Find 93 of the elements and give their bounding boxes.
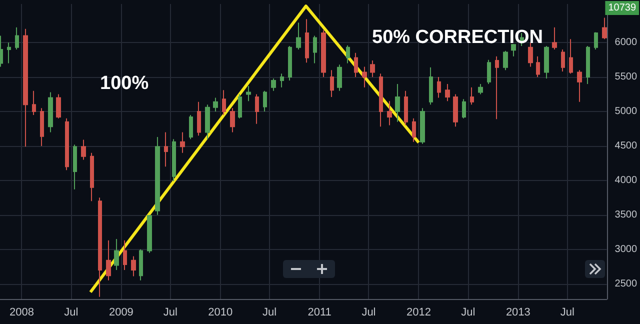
y-tick-label: 6000 bbox=[614, 37, 638, 48]
candlestick bbox=[330, 70, 334, 98]
candlestick bbox=[586, 46, 590, 84]
candlestick bbox=[437, 76, 441, 98]
candlestick bbox=[90, 152, 94, 202]
candlestick bbox=[15, 26, 19, 50]
x-tick-label: Jul bbox=[163, 306, 178, 318]
candlestick bbox=[205, 104, 210, 140]
y-tick-label: 4500 bbox=[614, 140, 638, 152]
candlestick bbox=[197, 101, 201, 136]
candlestick bbox=[7, 42, 11, 64]
y-tick-label: 5500 bbox=[614, 72, 638, 83]
y-tick-label: 5000 bbox=[614, 106, 638, 118]
y-tick-label: 2500 bbox=[614, 278, 638, 290]
x-tick-label: Jul bbox=[560, 306, 574, 318]
candlestick bbox=[445, 83, 450, 102]
candlestick bbox=[594, 32, 598, 50]
candlestick bbox=[412, 118, 416, 142]
candlestick bbox=[81, 139, 86, 160]
y-tick-label: 3500 bbox=[614, 209, 638, 220]
candlestick bbox=[296, 22, 301, 50]
candlestick bbox=[147, 214, 152, 254]
candlestick bbox=[313, 35, 317, 64]
x-tick-label: Jul bbox=[461, 306, 476, 318]
candlestick bbox=[180, 132, 185, 154]
candlestick bbox=[65, 118, 69, 171]
candlestick bbox=[48, 92, 53, 133]
candlestick bbox=[337, 64, 342, 92]
candlestick bbox=[123, 240, 127, 271]
candlestick bbox=[379, 73, 383, 128]
candlestick bbox=[246, 86, 251, 102]
candlestick bbox=[395, 83, 400, 122]
candlestick bbox=[470, 86, 474, 106]
candlestick bbox=[552, 26, 557, 50]
candlestick bbox=[346, 44, 350, 64]
candlestick bbox=[222, 90, 226, 116]
candlestick bbox=[155, 136, 160, 216]
candlestick bbox=[32, 90, 36, 116]
candlestick bbox=[305, 18, 309, 64]
candlestick bbox=[114, 238, 119, 271]
candlestick bbox=[106, 240, 111, 281]
candlestick bbox=[40, 108, 44, 146]
candlestick bbox=[462, 98, 466, 119]
candlestick bbox=[362, 66, 367, 88]
candlestick bbox=[420, 108, 425, 144]
annotation: 100% bbox=[100, 73, 149, 94]
candlestick bbox=[528, 42, 533, 68]
candlestick bbox=[56, 94, 61, 119]
x-tick-label: Jul bbox=[362, 306, 376, 318]
candlestick bbox=[478, 83, 483, 95]
x-tick-label: 2010 bbox=[208, 306, 233, 318]
candlestick bbox=[98, 197, 102, 298]
candlestick bbox=[271, 78, 276, 92]
candlestick bbox=[503, 50, 508, 71]
candlestick bbox=[561, 48, 565, 72]
candlestick bbox=[387, 100, 392, 126]
candlestick bbox=[172, 138, 176, 182]
y-tick-label: 3000 bbox=[614, 244, 638, 255]
candlestick bbox=[487, 59, 491, 84]
candlestick bbox=[131, 256, 136, 277]
x-tick-label: 2012 bbox=[406, 306, 431, 318]
candlestick bbox=[230, 108, 235, 133]
candlestick bbox=[354, 52, 358, 78]
candlestick bbox=[280, 73, 284, 88]
x-tick-label: 2011 bbox=[308, 306, 332, 318]
candlestick bbox=[321, 30, 326, 78]
candlestick bbox=[263, 90, 267, 112]
candlestick bbox=[569, 38, 573, 74]
candlestick bbox=[164, 132, 168, 168]
candlestick bbox=[370, 60, 375, 78]
candlestick bbox=[536, 56, 540, 78]
candlestick bbox=[404, 90, 408, 126]
candlestick bbox=[577, 70, 582, 102]
candlestick bbox=[255, 94, 259, 124]
y-tick-label: 4000 bbox=[614, 174, 638, 186]
candlestick bbox=[73, 144, 77, 190]
candlestick bbox=[139, 248, 143, 281]
candlestick bbox=[544, 46, 549, 79]
candlestick bbox=[429, 66, 433, 106]
candlestick bbox=[189, 114, 193, 140]
x-tick-label: Jul bbox=[262, 306, 277, 318]
candlestick bbox=[288, 46, 292, 82]
x-tick-label: 2013 bbox=[506, 306, 530, 318]
candlestick bbox=[213, 97, 218, 112]
candlestick bbox=[238, 94, 242, 119]
candlestick bbox=[495, 56, 499, 120]
text: 10739 bbox=[608, 2, 636, 14]
x-tick-label: 2009 bbox=[108, 306, 134, 318]
candlestick bbox=[453, 94, 458, 128]
x-tick-label: 2008 bbox=[9, 306, 34, 318]
candlestick bbox=[602, 17, 607, 40]
x-tick-label: Jul bbox=[64, 306, 78, 318]
candlestick bbox=[23, 28, 28, 148]
